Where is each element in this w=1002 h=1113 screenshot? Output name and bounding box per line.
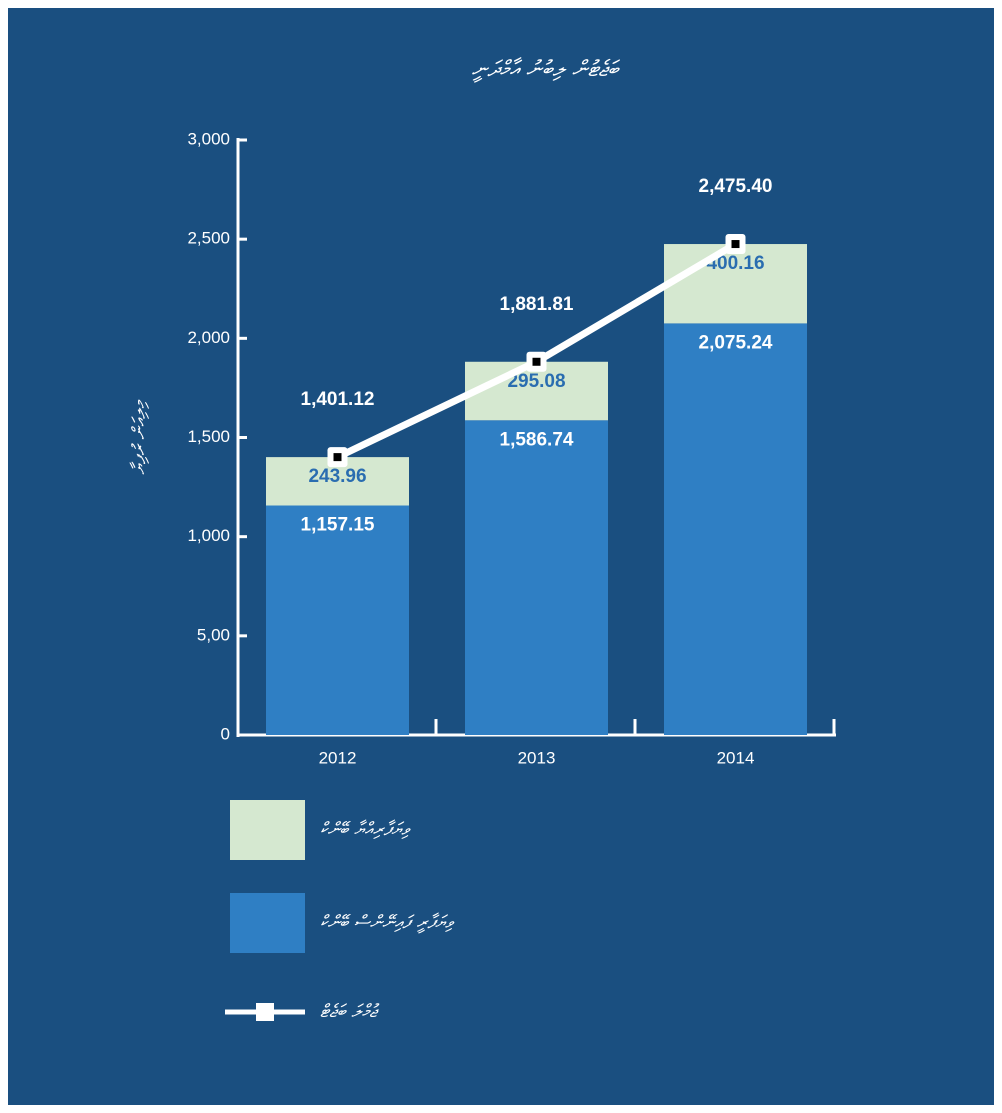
value-label: 295.08 bbox=[507, 371, 565, 392]
value-label: 400.16 bbox=[706, 253, 764, 274]
y-tick-label: 3,000 bbox=[187, 129, 230, 148]
y-tick-label: 0 bbox=[221, 724, 230, 743]
value-label: 1,157.15 bbox=[301, 515, 375, 536]
line-marker-center bbox=[532, 357, 541, 366]
legend-label: ވިޔަފާރިއްޔާ ބޭންކް bbox=[320, 819, 411, 840]
line-marker-center bbox=[731, 240, 740, 249]
bar bbox=[664, 244, 807, 324]
value-label: 1,881.81 bbox=[500, 294, 574, 315]
y-tick-label: 1,000 bbox=[187, 526, 230, 545]
line-marker-center bbox=[333, 453, 342, 462]
y-tick-label: 1,500 bbox=[187, 427, 230, 446]
legend-marker bbox=[256, 1003, 274, 1021]
bar bbox=[465, 420, 608, 735]
value-label: 1,586.74 bbox=[500, 429, 574, 450]
legend-label: ޖުމްލަ ބަޖެޓް bbox=[320, 1001, 380, 1022]
x-tick-label: 2012 bbox=[319, 748, 357, 767]
y-tick-label: 5,00 bbox=[197, 625, 230, 644]
x-tick-label: 2013 bbox=[518, 748, 556, 767]
value-label: 1,401.12 bbox=[301, 389, 375, 410]
legend-swatch bbox=[230, 800, 305, 860]
bar bbox=[664, 323, 807, 735]
bar bbox=[266, 505, 409, 735]
value-label: 2,075.24 bbox=[699, 332, 773, 353]
y-tick-label: 2,500 bbox=[187, 229, 230, 248]
y-tick-label: 2,000 bbox=[187, 328, 230, 347]
chart-title: ބަޖެޓުން ލިބުނު އާމްދަނީ bbox=[472, 57, 621, 83]
value-label: 2,475.40 bbox=[699, 176, 773, 197]
legend-swatch bbox=[230, 893, 305, 953]
legend-label: ވިޔަފާރީ ފައިނޭންސް ބޭންކް bbox=[320, 912, 455, 934]
y-axis-label: މިލިއަން ރުފިޔާ bbox=[129, 399, 150, 475]
x-tick-label: 2014 bbox=[717, 748, 755, 767]
value-label: 243.96 bbox=[308, 466, 366, 487]
